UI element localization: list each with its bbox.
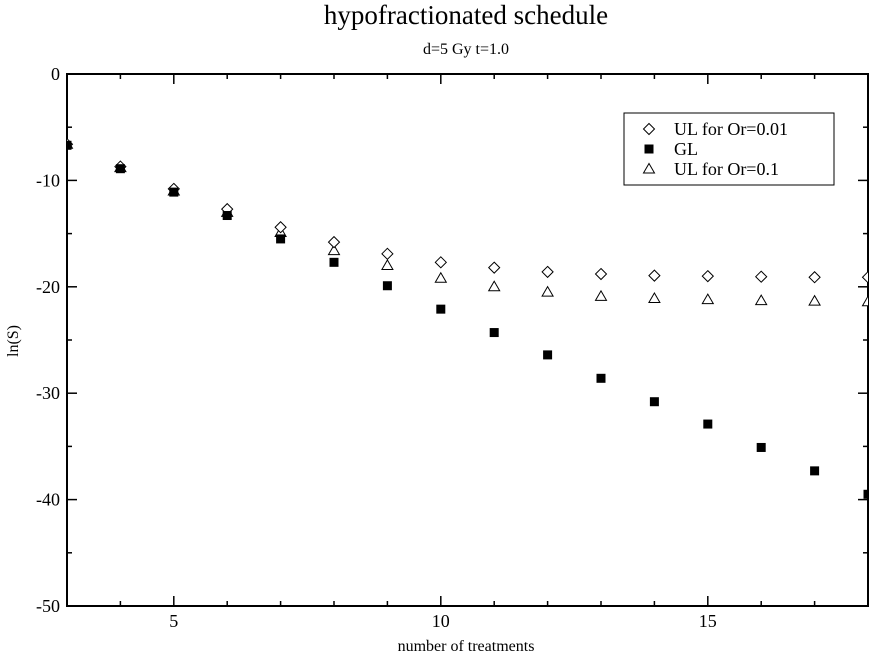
x-tick-label: 10 [432,611,450,631]
chart-subtitle: d=5 Gy t=1.0 [423,41,509,58]
data-point-square [703,419,713,429]
data-point-diamond [274,221,287,234]
data-point-triangle [808,294,821,306]
y-tick-label: -40 [36,490,60,510]
series-square [67,140,868,499]
data-point-square [756,442,766,452]
data-point-square [596,373,606,383]
legend-label: UL for Or=0.1 [674,159,779,179]
data-point-square [222,211,232,221]
data-point-triangle [701,293,715,305]
data-point-triangle [434,271,448,283]
data-point-square [489,328,499,338]
legend-label: UL for Or=0.01 [674,119,788,139]
data-point-diamond [594,267,608,281]
chart-title: hypofractionated schedule [324,0,608,30]
x-tick-label: 5 [169,611,178,631]
data-point-triangle [541,285,554,297]
data-point-triangle [487,280,501,292]
data-point-diamond [648,269,661,282]
data-points [67,137,868,499]
data-point-diamond [434,256,448,269]
legend-marker-triangle [642,162,656,174]
y-tick-label: -50 [36,596,60,616]
axis-ticks: 5 10 15 0 -10 -20 -30 -40 -50 [36,64,869,631]
data-point-square [169,187,179,197]
y-tick-label: -30 [36,383,60,403]
data-point-square [649,397,659,407]
data-point-triangle [327,244,341,256]
data-point-triangle [381,259,394,271]
x-axis-label: number of treatments [398,638,535,654]
data-point-diamond [381,247,394,261]
data-point-square [276,234,286,244]
data-point-square [67,140,72,150]
data-point-diamond [541,265,554,279]
data-point-diamond [327,235,341,249]
data-point-diamond [487,261,501,274]
data-point-triangle [594,289,608,301]
data-point-triangle [861,295,868,307]
legend-marker-diamond [642,122,656,136]
data-point-square [329,257,339,267]
y-axis-label: ln(S) [5,325,22,357]
data-point-triangle [648,292,661,304]
legend-marker-square [644,144,654,154]
legend-box [623,112,835,186]
data-point-diamond [861,271,868,284]
legend-label: GL [674,139,698,159]
data-point-diamond [701,269,715,283]
data-point-diamond [754,270,768,283]
data-point-square [543,350,553,360]
data-point-diamond [808,271,821,284]
data-point-square [115,164,125,174]
data-point-square [810,466,820,476]
data-point-square [436,304,446,314]
y-tick-label: -20 [36,277,60,297]
y-tick-label: -10 [36,170,60,190]
data-point-square [863,489,868,499]
data-point-triangle [754,294,768,306]
x-tick-label: 15 [699,611,717,631]
y-tick-label: 0 [51,64,60,84]
data-point-square [382,281,392,291]
